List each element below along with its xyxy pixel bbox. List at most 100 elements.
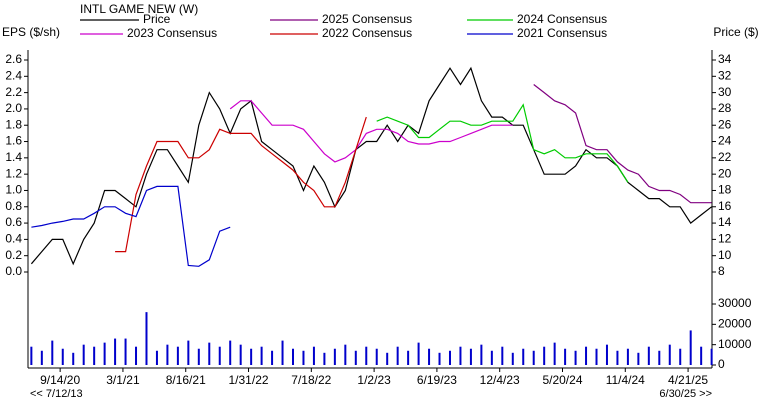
- legend-label: 2024 Consensus: [517, 12, 607, 26]
- y2-tick-label: 10: [718, 248, 732, 262]
- y-tick-label: 0.0: [5, 264, 22, 278]
- y-tick-label: 0.4: [5, 232, 22, 246]
- volume-tick-label: 30000: [718, 296, 752, 310]
- volume-bar: [103, 342, 106, 365]
- y2-tick-label: 34: [718, 52, 732, 66]
- volume-bar: [197, 348, 200, 365]
- volume-bar: [302, 350, 305, 365]
- volume-bar: [82, 344, 85, 365]
- volume-bar: [710, 348, 713, 365]
- series-line: [533, 84, 712, 204]
- volume-bar: [354, 350, 357, 365]
- y-tick-label: 2.0: [5, 101, 22, 115]
- y-tick-label: 2.4: [5, 68, 22, 82]
- x-tick-label: 9/14/20: [40, 373, 80, 387]
- x-tick-label: 3/1/21: [106, 373, 140, 387]
- legend-label: Price: [143, 12, 171, 26]
- x-tick-label: 11/4/24: [606, 373, 645, 387]
- volume-bar: [124, 338, 127, 365]
- y-tick-label: 1.0: [5, 183, 22, 197]
- y2-tick-label: 20: [718, 166, 732, 180]
- volume-bar: [72, 352, 75, 365]
- volume-bar: [679, 348, 682, 365]
- legend-label: 2022 Consensus: [322, 26, 412, 40]
- volume-bar: [166, 344, 169, 365]
- volume-bar: [668, 344, 671, 365]
- volume-bar: [281, 340, 284, 365]
- series-line: [115, 116, 367, 253]
- y-tick-label: 1.2: [5, 166, 22, 180]
- volume-bar: [522, 348, 525, 365]
- volume-bar: [658, 350, 661, 365]
- volume-bar: [553, 342, 556, 365]
- y2-tick-label: 28: [718, 101, 732, 115]
- x-tick-label: 7/18/22: [291, 373, 331, 387]
- volume-bar: [448, 350, 451, 365]
- volume-bar: [647, 346, 650, 365]
- volume-bar: [469, 348, 472, 365]
- legend-label: 2021 Consensus: [517, 26, 607, 40]
- y2-tick-label: 16: [718, 199, 732, 213]
- volume-bar: [239, 344, 242, 365]
- volume-tick-label: 10000: [718, 337, 752, 351]
- volume-bar: [187, 340, 190, 365]
- volume-bar: [626, 348, 629, 365]
- volume-bar: [438, 352, 441, 365]
- volume-bar: [574, 350, 577, 365]
- x-tick-label: 12/4/23: [480, 373, 520, 387]
- volume-bar: [61, 348, 64, 365]
- series-line: [30, 66, 712, 266]
- volume-tick-label: 0: [718, 357, 725, 371]
- nav-back[interactable]: << 7/12/13: [30, 388, 83, 400]
- volume-bar: [459, 346, 462, 365]
- volume-bar: [344, 344, 347, 365]
- volume-bar: [637, 352, 640, 365]
- y2-tick-label: 22: [718, 150, 732, 164]
- volume-bar: [490, 350, 493, 365]
- volume-bar: [40, 350, 43, 365]
- x-tick-label: 1/2/23: [357, 373, 391, 387]
- volume-bar: [292, 348, 295, 365]
- volume-bar: [208, 342, 211, 365]
- y-tick-label: 2.2: [5, 85, 22, 99]
- y2-tick-label: 18: [718, 183, 732, 197]
- y2-tick-label: 26: [718, 117, 732, 131]
- volume-bar: [312, 346, 315, 365]
- volume-bar: [30, 346, 33, 365]
- y2-tick-label: 30: [718, 85, 732, 99]
- volume-bar: [480, 344, 483, 365]
- volume-bar: [218, 346, 221, 365]
- volume-bar: [595, 348, 598, 365]
- volume-bar: [407, 350, 410, 365]
- x-tick-label: 4/21/25: [668, 373, 708, 387]
- volume-bar: [700, 346, 703, 365]
- y2-tick-label: 8: [718, 264, 725, 278]
- volume-bar: [375, 348, 378, 365]
- volume-bar: [250, 348, 253, 365]
- volume-bar: [176, 346, 179, 365]
- volume-bar: [616, 350, 619, 365]
- series-line: [229, 100, 513, 163]
- y2-tick-label: 14: [718, 215, 732, 229]
- volume-bar: [93, 346, 96, 365]
- volume-bar: [365, 346, 368, 365]
- volume-bar: [323, 352, 326, 365]
- y-tick-label: 1.4: [5, 150, 22, 164]
- chart-title: INTL GAME NEW (W): [80, 2, 198, 16]
- volume-bar: [585, 346, 588, 365]
- y2-tick-label: 32: [718, 68, 732, 82]
- volume-bar: [155, 350, 158, 365]
- legend-label: 2023 Consensus: [127, 26, 217, 40]
- y-tick-label: 2.6: [5, 52, 22, 66]
- y-tick-label: 1.6: [5, 134, 22, 148]
- volume-bar: [689, 330, 692, 365]
- volume-bar: [532, 350, 535, 365]
- y2-tick-label: 24: [718, 134, 732, 148]
- volume-bar: [260, 346, 263, 365]
- volume-bar: [386, 352, 389, 365]
- volume-bar: [564, 348, 567, 365]
- nav-forward[interactable]: 6/30/25 >>: [659, 388, 712, 400]
- volume-bar: [543, 346, 546, 365]
- volume-bar: [51, 340, 54, 365]
- volume-bar: [417, 342, 420, 365]
